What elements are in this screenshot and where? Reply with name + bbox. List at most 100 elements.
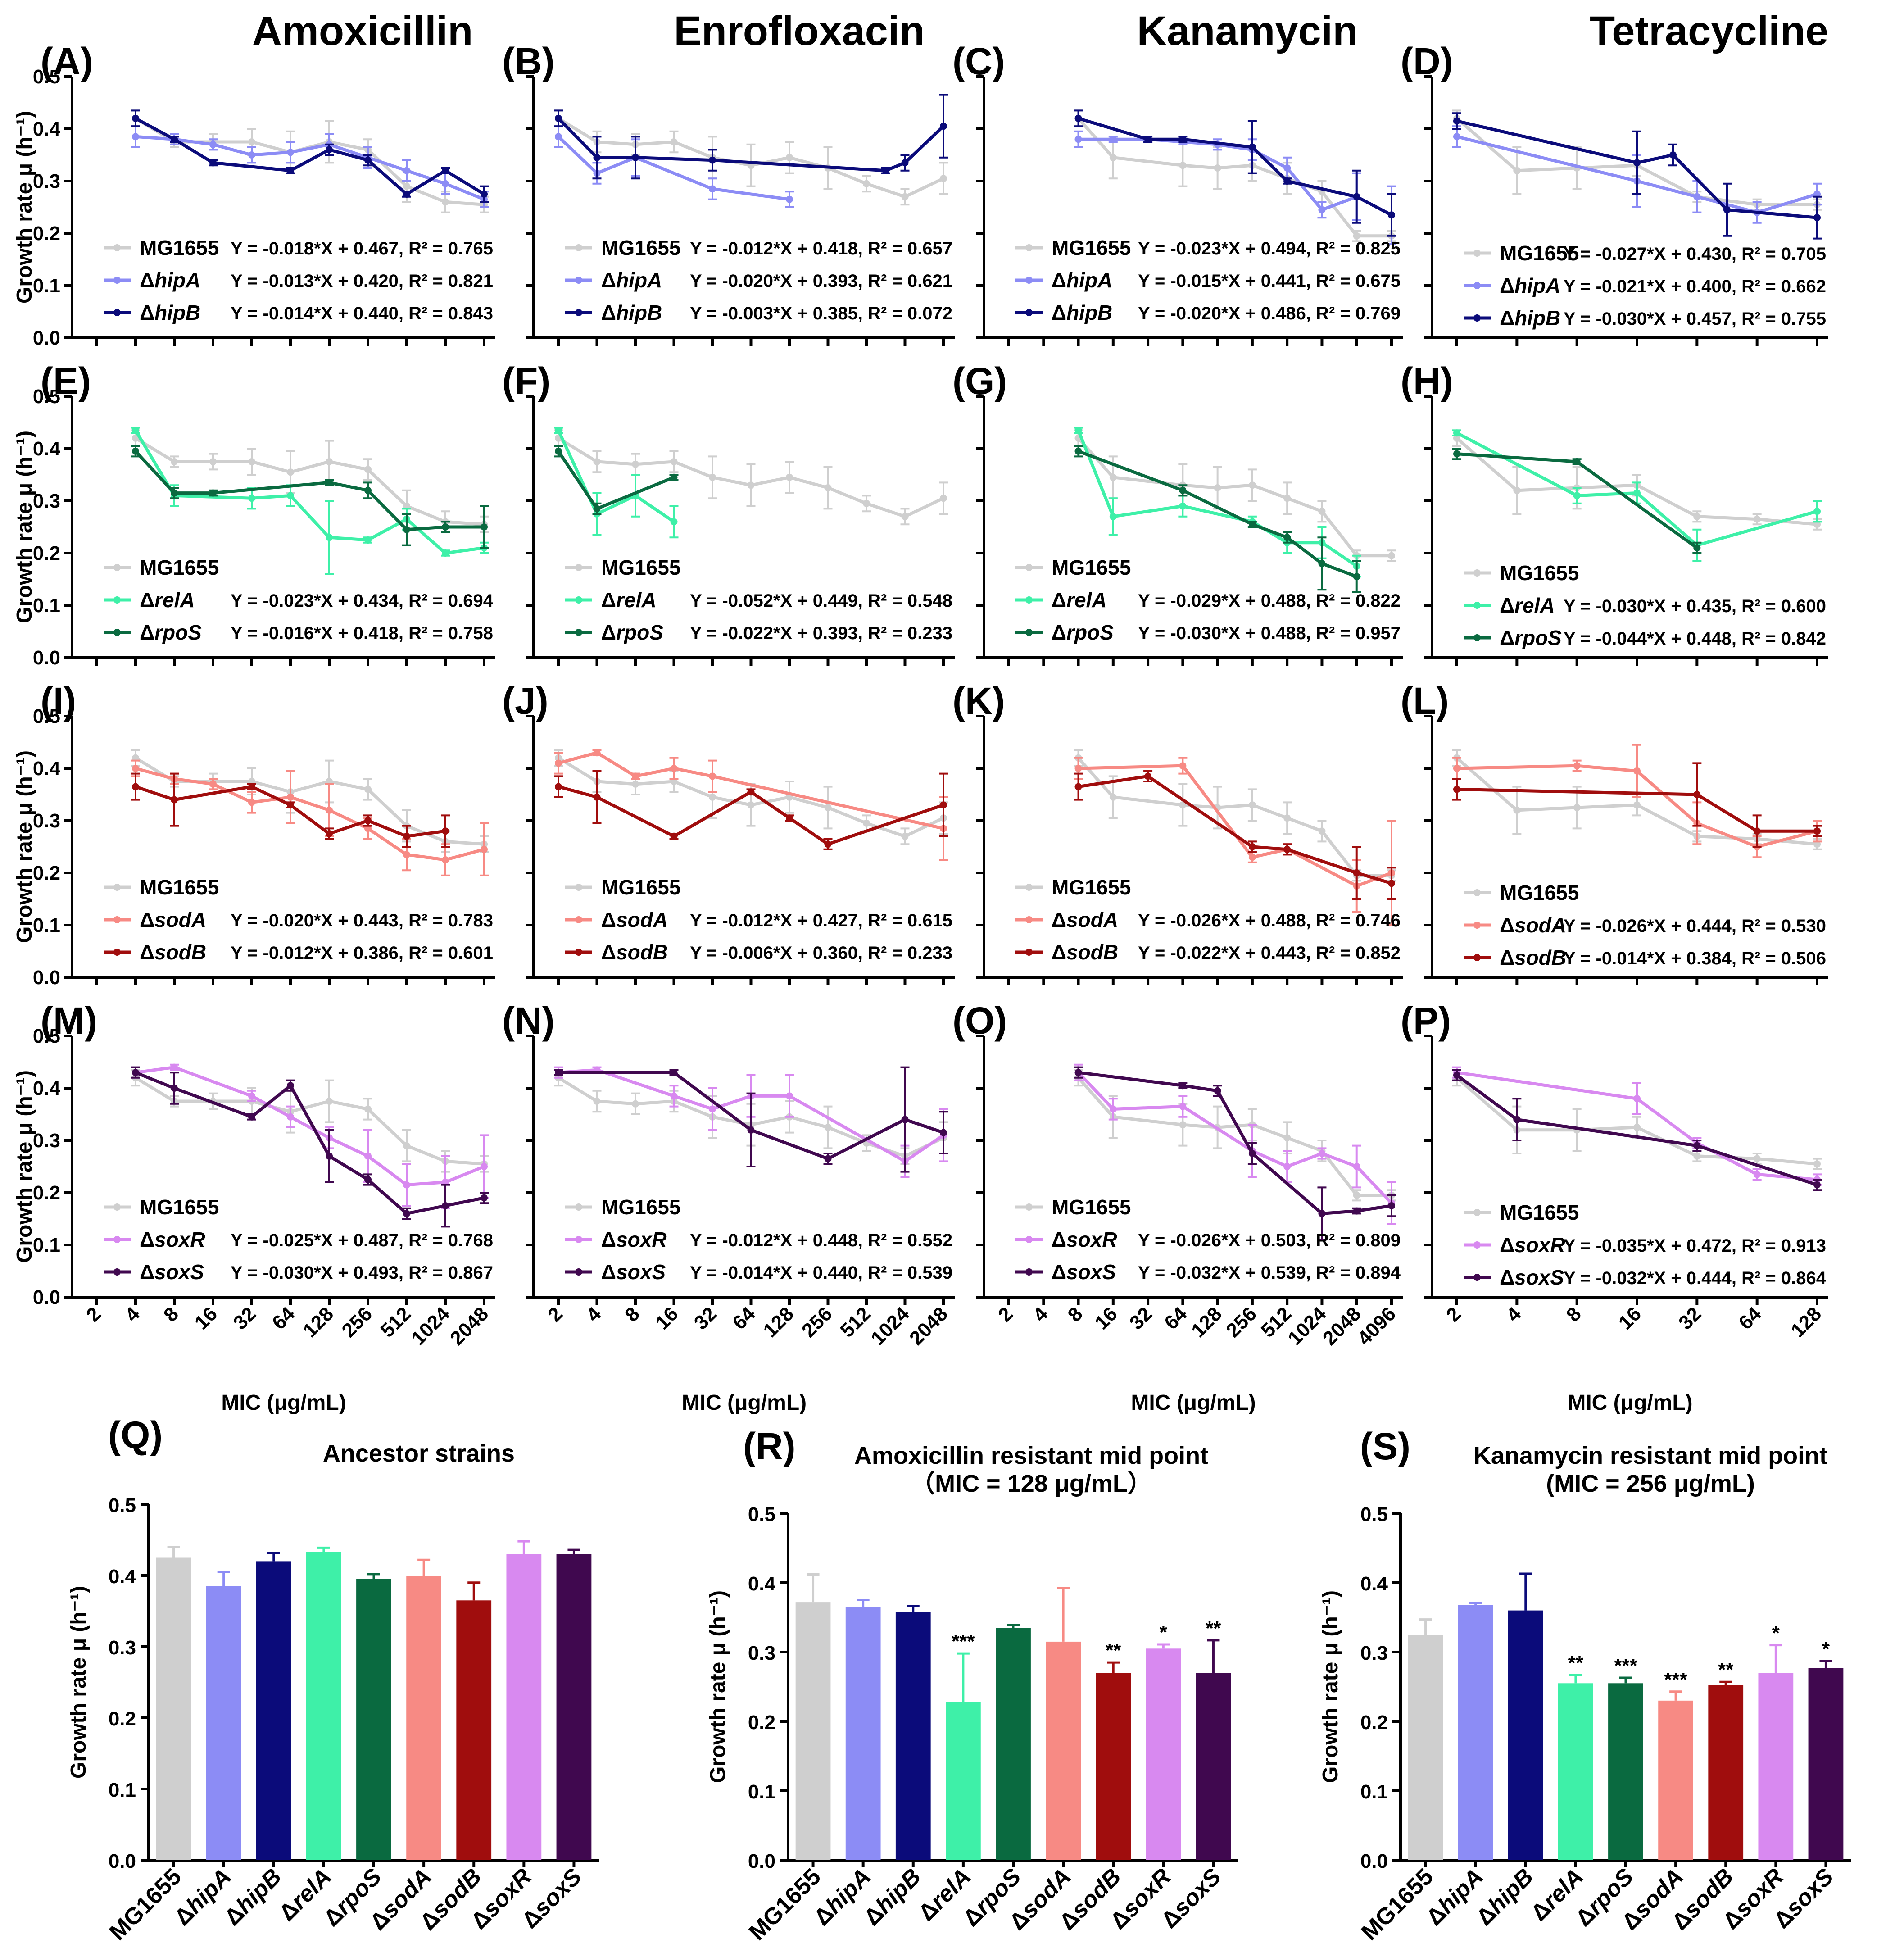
data-point	[1353, 232, 1360, 240]
category-label: ΔhipB	[859, 1863, 926, 1930]
panel-letter: (F)	[502, 360, 550, 402]
data-point	[248, 1113, 255, 1121]
data-point	[1318, 206, 1326, 213]
y-tick-label: 0.3	[33, 1130, 60, 1152]
series-relA	[131, 427, 489, 575]
x-tick-label: 32	[229, 1303, 260, 1334]
data-point	[442, 198, 449, 206]
series-line	[1078, 1071, 1392, 1215]
significance-marker: **	[1718, 1659, 1734, 1681]
legend-label: ΔrpoS	[601, 621, 663, 644]
bar-MG1655	[1408, 1635, 1443, 1860]
series-line	[135, 436, 485, 526]
series-line	[1078, 774, 1392, 885]
regression-equation: Y = -0.020*X + 0.443, R² = 0.783	[231, 911, 493, 931]
data-point	[287, 1082, 294, 1090]
category-label: ΔhipB	[1471, 1863, 1538, 1930]
y-tick-label: 0.5	[748, 1503, 775, 1526]
bar-sodA	[406, 1576, 441, 1860]
legend-swatch-dot	[113, 309, 121, 316]
legend-label: ΔrelA	[1052, 588, 1107, 612]
data-point	[1179, 1082, 1187, 1090]
data-point	[364, 786, 372, 793]
regression-equation: Y = -0.014*X + 0.440, R² = 0.843	[231, 304, 493, 323]
series-line	[1455, 1074, 1818, 1186]
data-point	[1248, 854, 1256, 861]
y-tick-label: 0.1	[33, 275, 60, 297]
bar-soxS	[556, 1554, 592, 1860]
data-point	[1353, 1207, 1360, 1215]
bar-relA	[1558, 1683, 1593, 1860]
data-point	[863, 180, 870, 187]
data-point	[1353, 1163, 1360, 1170]
line-panel-H: (H) MG1655 ΔrelA Y = -0.030*X + 0.435, R² =…	[1401, 360, 1828, 666]
y-tick-label: 0.2	[33, 542, 60, 564]
legend-label: ΔsodA	[1052, 908, 1118, 931]
data-point	[1248, 143, 1256, 151]
legend-label: MG1655	[1500, 881, 1579, 904]
data-point	[824, 1155, 832, 1162]
data-point	[248, 151, 255, 159]
data-point	[248, 783, 255, 790]
category-label: ΔhipA	[169, 1863, 236, 1930]
data-point	[248, 138, 255, 145]
legend-label: ΔsoxR	[1052, 1228, 1117, 1251]
y-tick-label: 0.3	[109, 1637, 136, 1659]
legend-swatch-dot	[575, 1236, 582, 1243]
data-point	[940, 123, 947, 130]
data-point	[403, 1142, 410, 1149]
y-tick-label: 0.3	[33, 170, 60, 192]
data-point	[555, 133, 562, 141]
legend-label: MG1655	[140, 1195, 219, 1219]
column-title-2: Kanamycin	[1137, 8, 1358, 54]
data-point	[171, 489, 178, 497]
data-point	[1179, 801, 1187, 809]
regression-equation: Y = -0.029*X + 0.488, R² = 0.822	[1138, 591, 1401, 611]
regression-equation: Y = -0.023*X + 0.434, R² = 0.694	[231, 591, 494, 611]
data-point	[442, 523, 449, 531]
data-point	[442, 549, 449, 557]
data-point	[786, 154, 793, 161]
series-hipB	[1452, 112, 1822, 240]
legend-label: ΔsoxR	[601, 1228, 667, 1251]
legend-swatch-dot	[113, 1203, 121, 1211]
data-point	[1179, 762, 1187, 770]
regression-equation: Y = -0.026*X + 0.503, R² = 0.809	[1138, 1231, 1401, 1250]
panel-letter: (J)	[502, 680, 549, 722]
y-axis-title: Growth rate μ (h⁻¹)	[13, 1070, 36, 1263]
data-point	[1144, 772, 1152, 780]
legend-swatch-dot	[1025, 309, 1033, 316]
series-line	[558, 1071, 944, 1161]
data-point	[287, 801, 294, 809]
significance-marker: ***	[1664, 1669, 1687, 1691]
regression-equation: Y = -0.044*X + 0.448, R² = 0.842	[1564, 629, 1826, 649]
data-point	[1633, 801, 1641, 809]
x-axis-title: MIC (μg/mL)	[221, 1391, 346, 1415]
x-tick-label: 8	[159, 1303, 183, 1326]
series-line	[135, 1076, 485, 1166]
legend-label: ΔsodB	[140, 940, 206, 964]
legend-swatch-dot	[113, 596, 121, 604]
legend-swatch-dot	[575, 629, 582, 636]
y-tick-label: 0.0	[109, 1850, 136, 1872]
data-point	[171, 1085, 178, 1092]
legend-label: ΔsodA	[601, 908, 668, 931]
legend-label: MG1655	[1052, 1195, 1131, 1219]
data-point	[1813, 508, 1821, 515]
legend-label: ΔrpoS	[1052, 621, 1114, 644]
legend-label: ΔhipB	[1052, 301, 1112, 324]
legend-swatch-dot	[575, 244, 582, 251]
panel-letter: (P)	[1401, 999, 1451, 1042]
series-rpoS	[1452, 448, 1702, 554]
legend-label: MG1655	[1052, 556, 1131, 579]
legend-swatch-dot	[1473, 602, 1481, 609]
legend-swatch-dot	[1025, 916, 1033, 923]
regression-equation: Y = -0.012*X + 0.418, R² = 0.657	[690, 239, 952, 259]
data-point	[1109, 1105, 1117, 1113]
series-sodB	[131, 772, 450, 848]
legend-label: MG1655	[140, 876, 219, 899]
y-tick-label: 0.2	[748, 1712, 775, 1734]
legend-swatch-dot	[113, 277, 121, 284]
y-tick-label: 0.5	[33, 705, 60, 727]
